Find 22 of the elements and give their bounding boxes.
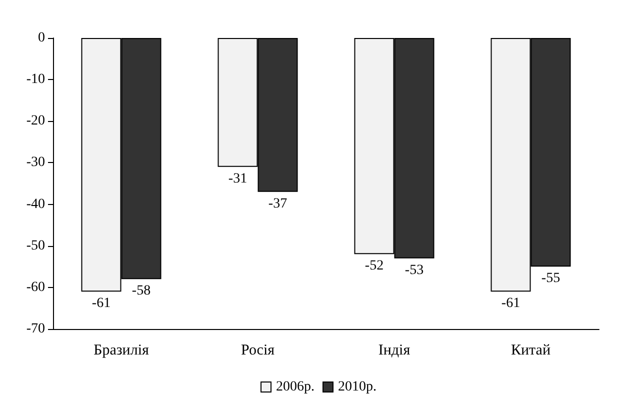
data-label: -52: [364, 258, 384, 274]
y-tick-label: -30: [26, 155, 45, 170]
data-label: -55: [541, 271, 560, 286]
x-tick-label: Індія: [378, 342, 410, 358]
y-tick-label: 0: [38, 30, 45, 46]
y-tick-label: -60: [26, 280, 45, 295]
data-label: -37: [268, 196, 288, 212]
y-tick-label: -20: [26, 114, 45, 129]
y-tick-label: -10: [26, 72, 45, 88]
data-label: -53: [404, 262, 424, 278]
data-label: -58: [132, 284, 151, 299]
data-label: -61: [92, 296, 111, 312]
legend-label: 2010р.: [338, 380, 376, 394]
y-tick-label: -40: [26, 196, 45, 212]
data-label: -31: [228, 171, 248, 186]
x-tick-label: Китай: [511, 342, 550, 358]
data-label: -61: [501, 296, 520, 312]
y-tick-label: -70: [26, 322, 45, 336]
x-tick-label: Росія: [240, 342, 275, 358]
x-tick-label: Бразилія: [94, 342, 149, 358]
y-tick-label: -50: [26, 238, 45, 254]
legend-label: 2006р.: [276, 380, 314, 394]
